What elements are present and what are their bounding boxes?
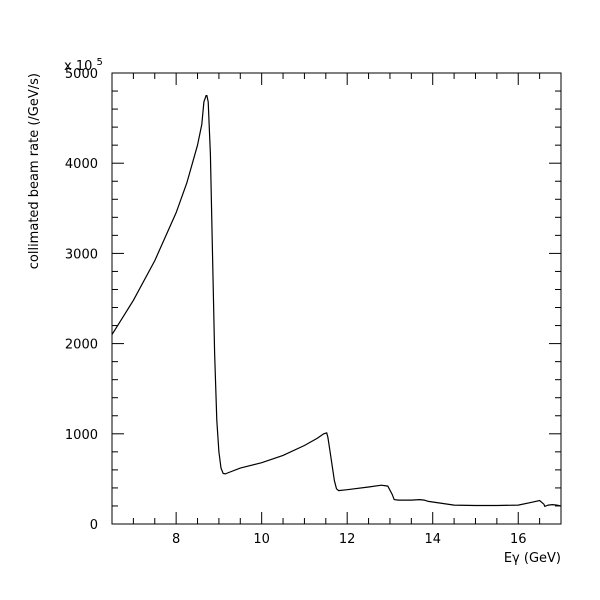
y-tick-label: 3000 <box>65 247 98 262</box>
x-tick-label: 8 <box>172 532 180 547</box>
x-tick-label: 12 <box>339 532 356 547</box>
x-axis-label: Eγ (GeV) <box>504 551 561 566</box>
x-tick-labels: 8 10 12 14 16 <box>172 532 527 547</box>
x-tick-label: 14 <box>424 532 441 547</box>
tick-marks <box>112 72 562 525</box>
y-tick-label: 1000 <box>65 428 98 443</box>
y-axis-multiplier: x 10 5 <box>64 57 103 74</box>
y-tick-label: 0 <box>90 518 98 533</box>
plot-frame <box>111 72 562 525</box>
multiplier-exponent: 5 <box>97 57 103 68</box>
x-tick-label: 16 <box>510 532 527 547</box>
multiplier-base: x 10 <box>64 59 92 74</box>
y-tick-labels: 0 1000 2000 3000 4000 5000 <box>65 67 98 533</box>
y-tick-label: 2000 <box>65 338 98 353</box>
y-tick-label: 5000 <box>65 67 98 82</box>
y-axis-label: collimated beam rate (/GeV/s) <box>27 73 42 269</box>
y-tick-label: 4000 <box>65 157 98 172</box>
x-tick-label: 10 <box>253 532 270 547</box>
series-line <box>111 95 562 508</box>
